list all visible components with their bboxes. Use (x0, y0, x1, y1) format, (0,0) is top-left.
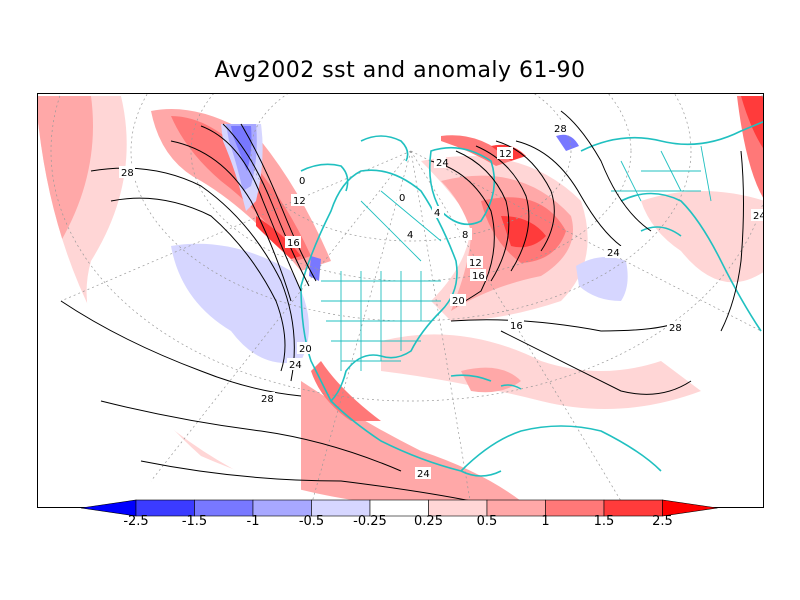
contour-label: 12 (469, 258, 482, 269)
contour-label: 0 (299, 176, 305, 187)
contour-label: 16 (287, 238, 300, 249)
political-boundaries (321, 145, 712, 371)
contour-label: 0 (399, 193, 405, 204)
contour-label: 4 (407, 230, 413, 241)
map-frame: 28 12 16 20 24 28 4 0 4 8 12 16 20 24 28… (37, 93, 764, 508)
sst-anomaly-map: 28 12 16 20 24 28 4 0 4 8 12 16 20 24 28… (38, 94, 764, 507)
contour-labels: 28 12 16 20 24 28 4 0 4 8 12 16 20 24 28… (119, 122, 764, 480)
colorbar-tick-label: 1 (541, 514, 550, 529)
colorbar-tick-label: 0.5 (476, 514, 498, 529)
contour-label: 28 (554, 124, 567, 135)
contour-label: 16 (472, 271, 485, 282)
contour-label: 4 (434, 208, 440, 219)
sst-contours (60, 110, 744, 502)
colorbar-tick-label: 1.5 (593, 514, 615, 529)
colorbar-tick-label: -2.5 (123, 514, 149, 529)
contour-label: 20 (452, 296, 465, 307)
contour-label: 24 (753, 211, 764, 222)
contour-label: 28 (669, 323, 682, 334)
colorbar-tick-label: -1 (246, 514, 260, 529)
colorbar-tick-label: -0.25 (353, 514, 387, 529)
colorbar-tick-label: -1.5 (181, 514, 208, 529)
contour-label: 24 (417, 469, 430, 480)
colorbar (80, 499, 718, 517)
colorbar-tick-label: 2.5 (652, 514, 673, 529)
map-title: Avg2002 sst and anomaly 61-90 (214, 58, 586, 83)
contour-label: 24 (436, 158, 449, 169)
contour-label: 20 (299, 344, 312, 355)
contour-label: 16 (510, 321, 523, 332)
contour-label: 24 (607, 248, 620, 259)
contour-label: 28 (261, 394, 274, 405)
colorbar-tick-label: 0.25 (414, 514, 443, 529)
contour-label: 12 (499, 149, 512, 160)
contour-label: 8 (462, 230, 468, 241)
contour-label: 24 (289, 360, 302, 371)
colorbar-arrow-right (662, 499, 718, 517)
coastlines (300, 120, 763, 477)
contour-label: 12 (293, 196, 306, 207)
colorbar-tick-label: -0.5 (298, 514, 325, 529)
contour-label: 28 (121, 168, 134, 179)
